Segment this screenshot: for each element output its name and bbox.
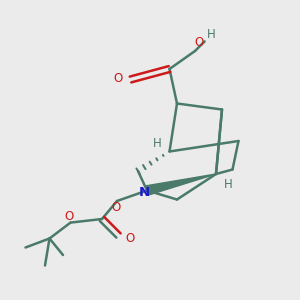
- Text: O: O: [125, 232, 134, 245]
- Polygon shape: [146, 174, 216, 195]
- Text: H: H: [224, 178, 233, 191]
- Text: N: N: [139, 185, 150, 199]
- Text: O: O: [64, 209, 74, 223]
- Text: H: H: [152, 136, 161, 150]
- Text: H: H: [207, 28, 216, 41]
- Text: O: O: [114, 71, 123, 85]
- Text: O: O: [111, 201, 120, 214]
- Text: O: O: [194, 36, 203, 49]
